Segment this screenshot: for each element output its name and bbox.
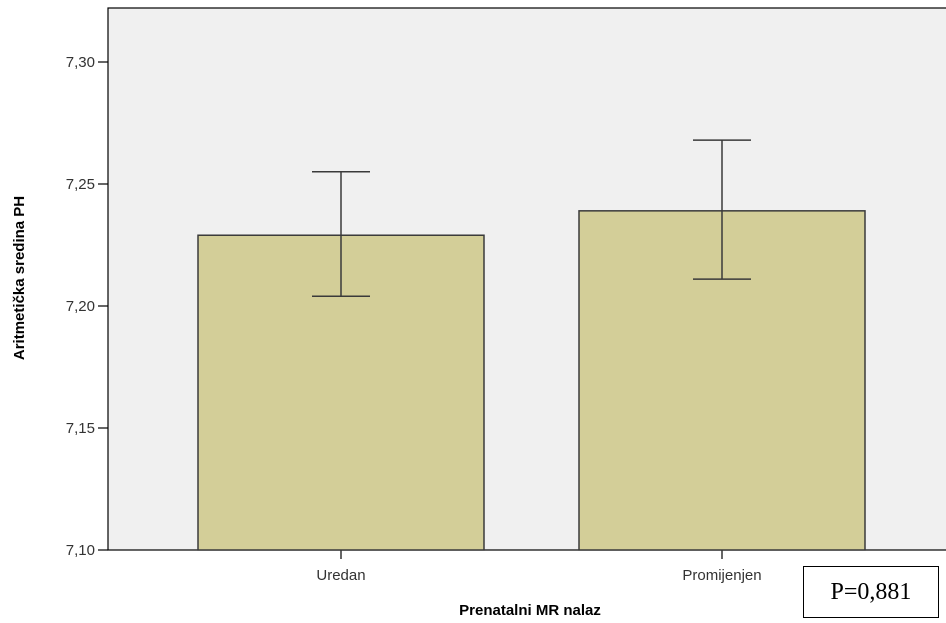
y-tick-label-3: 7,25: [66, 176, 95, 193]
x-tick-label-uredan: Uredan: [316, 567, 365, 584]
x-tick-label-promijenjen: Promijenjen: [682, 567, 761, 584]
y-axis-title: Aritmetička sredina PH: [11, 196, 28, 360]
y-axis: 7,10 7,15 7,20 7,25 7,30: [66, 54, 108, 559]
y-tick-label-0: 7,10: [66, 542, 95, 559]
p-value-annotation: P=0,881: [803, 566, 939, 618]
x-axis: Uredan Promijenjen: [316, 550, 762, 584]
y-tick-label-1: 7,15: [66, 420, 95, 437]
x-axis-title: Prenatalni MR nalaz: [459, 602, 601, 619]
y-tick-label-4: 7,30: [66, 54, 95, 71]
y-tick-label-2: 7,20: [66, 298, 95, 315]
error-bars: [312, 139, 751, 297]
error-bar-uredan: [312, 171, 370, 297]
error-bar-promijenjen: [693, 139, 751, 280]
